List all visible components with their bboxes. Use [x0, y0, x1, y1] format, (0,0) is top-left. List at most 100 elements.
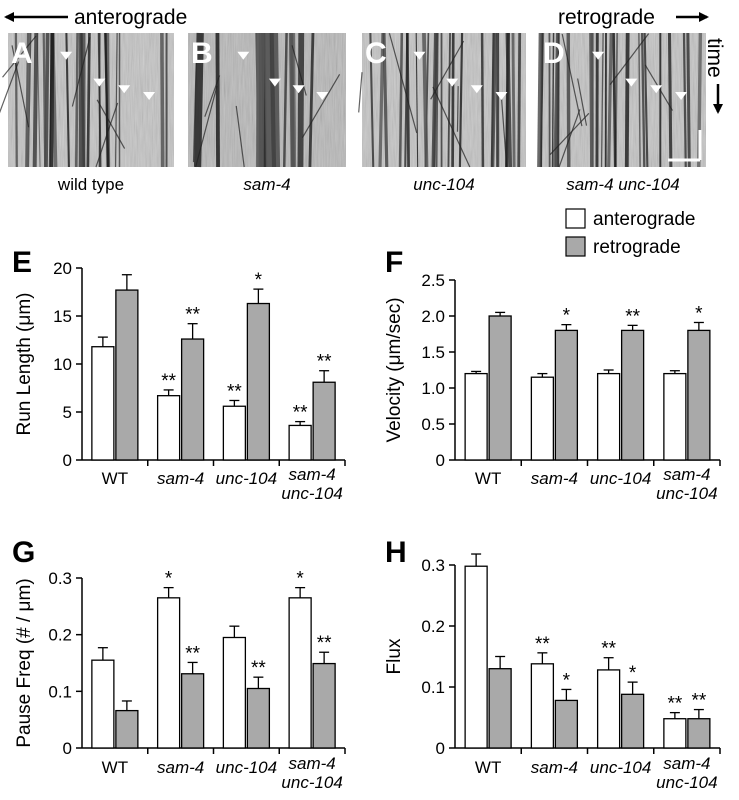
kymograph-track: [458, 32, 464, 168]
kymograph-track: [682, 32, 687, 168]
arrowhead-icon: [316, 92, 329, 100]
arrowhead-icon: [650, 85, 663, 94]
bar-retrograde-3: [312, 381, 336, 461]
arrowhead-icon: [446, 78, 459, 87]
y-tick-label: 2.0: [421, 307, 445, 326]
y-tick-label: 10: [53, 355, 72, 374]
bar-anterograde-1: [530, 376, 555, 461]
significance-marker: **: [317, 352, 332, 373]
bar-anterograde-2: [222, 405, 247, 461]
bar-retrograde-1: [180, 338, 205, 461]
kymograph-track: [382, 32, 389, 168]
y-tick-label: 0.5: [421, 415, 445, 434]
y-tick-label: 0.3: [48, 569, 72, 588]
x-category-label: unc-104: [281, 773, 342, 792]
kymograph-trajectory: [609, 33, 650, 85]
bar-anterograde-2: [596, 372, 621, 461]
kymograph-track: [607, 32, 613, 168]
kymograph-track: [98, 32, 101, 168]
x-category-label: unc-104: [656, 773, 717, 792]
y-tick-label: 0: [63, 451, 72, 470]
kymograph-trajectory: [192, 62, 197, 163]
bar-retrograde-3: [687, 718, 711, 749]
kymograph-trajectory: [204, 75, 221, 117]
legend-swatch-retrograde: [565, 236, 586, 257]
kymograph-trajectory: [11, 45, 30, 128]
kymograph-trajectory: [71, 37, 91, 107]
bar-anterograde-1: [156, 597, 181, 749]
kymograph-track: [517, 32, 522, 168]
arrowhead-icon: [592, 51, 605, 60]
retrograde-label: retrograde: [558, 6, 655, 29]
significance-marker: **: [251, 658, 266, 679]
panel-letter-e: E: [12, 246, 32, 279]
x-category-label: unc-104: [590, 758, 651, 777]
y-axis-label: Pause Freq (# / μm): [14, 578, 35, 747]
kymograph-track: [193, 32, 204, 168]
x-category-label: unc-104: [590, 469, 651, 488]
kymograph-track: [667, 32, 673, 168]
kymograph-track: [282, 32, 288, 168]
kymograph-track: [537, 32, 543, 168]
significance-marker: **: [185, 305, 200, 326]
kymograph-track: [553, 32, 559, 168]
kymograph-track: [270, 32, 281, 168]
bar-retrograde-2: [620, 329, 645, 461]
arrowhead-icon: [625, 78, 638, 87]
x-category-label: sam-4: [663, 754, 710, 773]
kymograph-track: [265, 32, 272, 168]
significance-marker: **: [667, 694, 682, 715]
kymograph-track: [588, 32, 593, 168]
significance-marker: **: [161, 371, 176, 392]
legend: anterograde retrograde: [565, 208, 695, 258]
kymograph-track: [511, 32, 516, 168]
kymograph-trajectory: [432, 86, 471, 168]
kymograph-track: [640, 32, 646, 168]
kymograph-trajectory: [430, 40, 465, 100]
x-category-label: WT: [475, 758, 501, 777]
kymograph-track: [114, 32, 118, 168]
kymograph-track: [638, 32, 641, 168]
significance-marker: **: [625, 306, 640, 327]
y-axis-label: Velocity (μm/sec): [384, 297, 405, 442]
kymograph-trajectory: [388, 33, 418, 134]
y-tick-label: 0: [436, 739, 445, 758]
bar-retrograde-1: [554, 699, 579, 749]
kymograph-track: [256, 32, 265, 168]
x-category-label: sam-4: [663, 465, 710, 484]
significance-marker: *: [165, 569, 173, 590]
bar-anterograde-3: [288, 424, 312, 461]
y-axis-label: Run Length (μm): [14, 293, 35, 436]
significance-marker: **: [185, 643, 200, 664]
arrowhead-icon: [495, 92, 508, 100]
significance-marker: **: [535, 634, 550, 655]
arrowhead-icon: [237, 51, 250, 60]
bar-anterograde-1: [530, 663, 555, 749]
bar-retrograde-3: [312, 662, 336, 749]
kymograph-trajectory: [549, 112, 590, 156]
arrowhead-icon: [292, 85, 305, 94]
bar-retrograde-0: [488, 668, 512, 749]
kymograph-track: [398, 32, 404, 168]
kymograph-track: [505, 32, 509, 168]
direction-labels: anterograde retrograde time: [4, 6, 726, 114]
kymograph-track: [32, 32, 39, 168]
significance-marker: **: [227, 381, 242, 402]
arrowhead-icon: [268, 78, 281, 87]
kymograph-track: [600, 32, 604, 168]
y-tick-label: 0.1: [48, 682, 72, 701]
kymograph-track: [49, 32, 55, 168]
kymograph-trajectory: [500, 93, 508, 168]
y-tick-label: 0.3: [421, 556, 445, 575]
kymograph-track: [624, 32, 630, 168]
arrowhead-icon: [60, 51, 73, 60]
kymograph-track: [288, 32, 295, 168]
kymograph-track: [612, 32, 617, 168]
bar-retrograde-0: [115, 289, 139, 461]
bar-retrograde-1: [554, 329, 579, 461]
x-category-label: WT: [102, 758, 128, 777]
